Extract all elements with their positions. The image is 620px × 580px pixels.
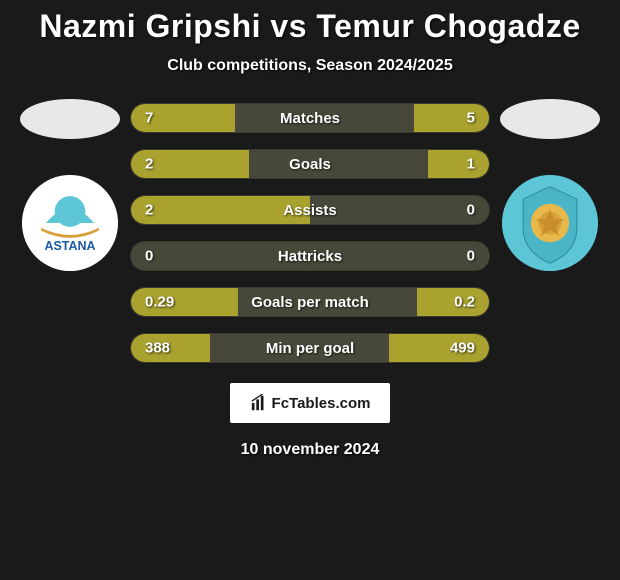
stat-value-left: 2	[145, 202, 153, 219]
stat-value-right: 0.2	[454, 294, 475, 311]
stat-label: Hattricks	[278, 248, 342, 265]
stat-bar: 0 Hattricks 0	[130, 241, 490, 271]
player-left-photo-placeholder	[20, 99, 120, 139]
stat-value-right: 1	[467, 156, 475, 173]
player-right-col	[500, 99, 600, 271]
stat-label: Assists	[283, 202, 336, 219]
fctables-chart-icon	[250, 394, 268, 412]
stat-fill-left	[131, 334, 210, 362]
stat-bar: 2 Goals 1	[130, 149, 490, 179]
club-badge-icon	[502, 175, 598, 271]
astana-badge-icon: ASTANA	[22, 175, 118, 271]
stat-value-left: 7	[145, 110, 153, 127]
stat-value-left: 0.29	[145, 294, 174, 311]
player-left-col: ASTANA	[20, 99, 120, 271]
footer-logo-text: FcTables.com	[272, 395, 371, 412]
player-left-club-badge: ASTANA	[22, 175, 118, 271]
stat-bar: 7 Matches 5	[130, 103, 490, 133]
stat-fill-right	[414, 104, 489, 132]
stat-value-right: 0	[467, 248, 475, 265]
page-subtitle: Club competitions, Season 2024/2025	[167, 57, 452, 75]
stat-value-right: 5	[467, 110, 475, 127]
stat-label: Matches	[280, 110, 340, 127]
stat-bar: 388 Min per goal 499	[130, 333, 490, 363]
stat-value-left: 0	[145, 248, 153, 265]
stat-label: Goals per match	[251, 294, 369, 311]
stat-value-left: 388	[145, 340, 170, 357]
player-right-club-badge	[502, 175, 598, 271]
page-title: Nazmi Gripshi vs Temur Chogadze	[39, 8, 580, 45]
svg-text:ASTANA: ASTANA	[44, 239, 95, 253]
stat-label: Min per goal	[266, 340, 354, 357]
stat-fill-right	[428, 150, 489, 178]
stat-value-left: 2	[145, 156, 153, 173]
stats-column: 7 Matches 5 2 Goals 1 2 Assists 0 0 Hattricks 0 0.29…	[130, 99, 490, 363]
comparison-infographic: Nazmi Gripshi vs Temur Chogadze Club com…	[0, 0, 620, 459]
footer-logo: FcTables.com	[230, 383, 390, 423]
footer-date: 10 november 2024	[241, 441, 380, 459]
stat-label: Goals	[289, 156, 331, 173]
stat-value-right: 499	[450, 340, 475, 357]
stat-value-right: 0	[467, 202, 475, 219]
stat-bar: 2 Assists 0	[130, 195, 490, 225]
player-right-photo-placeholder	[500, 99, 600, 139]
stat-bar: 0.29 Goals per match 0.2	[130, 287, 490, 317]
main-row: ASTANA 7 Matches 5 2 Goals 1 2 Assists 0 0 Hattric…	[0, 99, 620, 363]
